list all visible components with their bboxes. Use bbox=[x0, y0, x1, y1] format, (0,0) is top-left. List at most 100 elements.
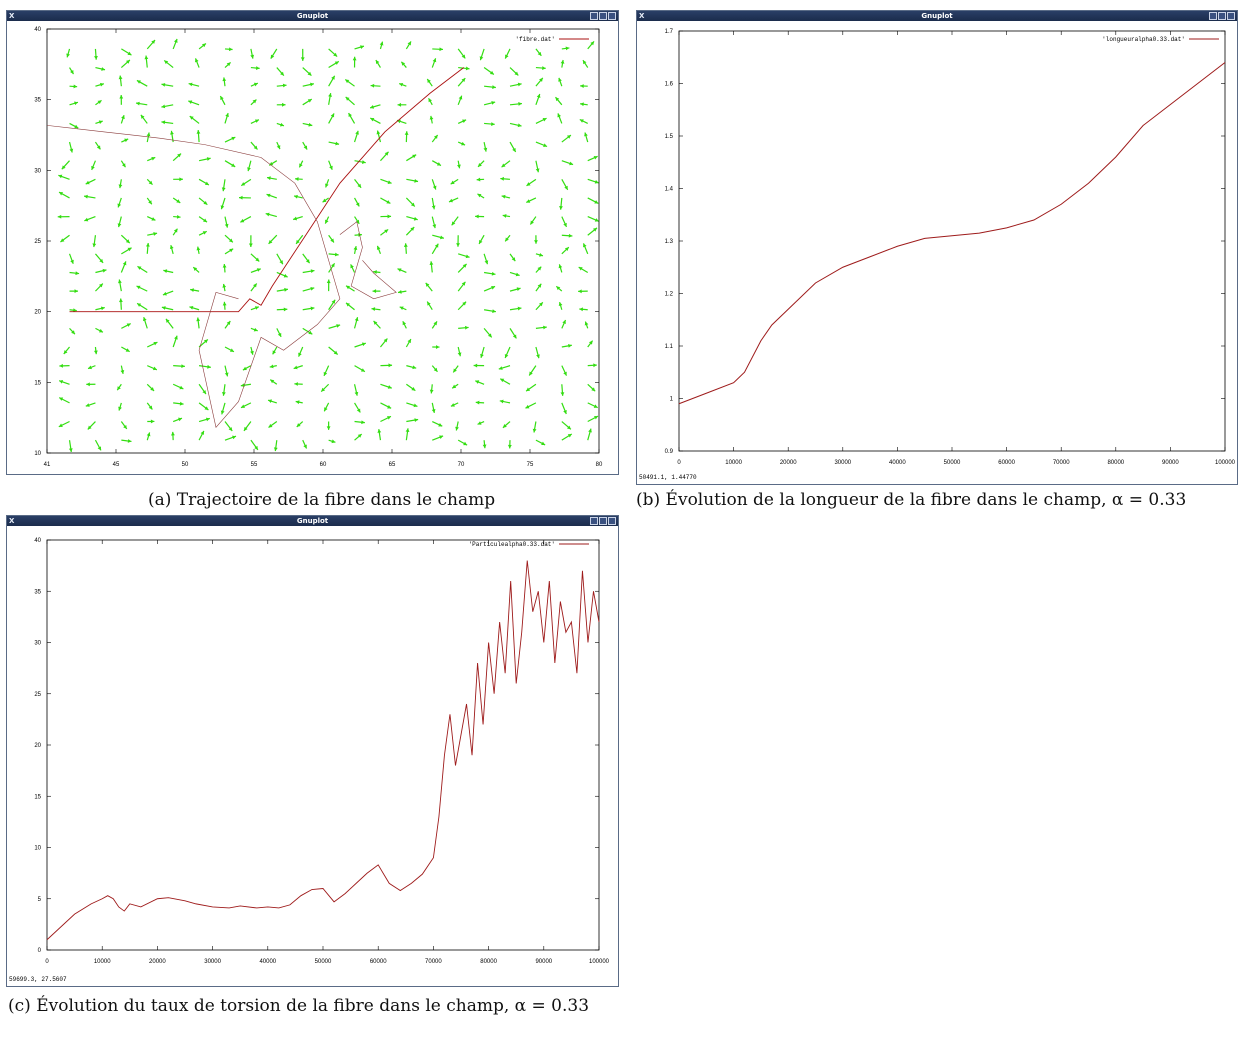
field-vector-head bbox=[558, 302, 563, 307]
field-vector-head bbox=[171, 431, 175, 436]
field-vector-head bbox=[181, 364, 185, 369]
field-vector-head bbox=[220, 96, 224, 101]
field-vector-head bbox=[331, 439, 336, 444]
field-vector-head bbox=[525, 404, 530, 409]
field-vector-head bbox=[239, 195, 243, 200]
field-vector-head bbox=[360, 368, 365, 372]
field-vector-head bbox=[427, 79, 431, 83]
field-vector-head bbox=[432, 224, 437, 229]
chart-a: 41 45 50 55 60 65 70 75 80 10 15 20 25 30 35 40 'fibre.d… bbox=[34, 27, 603, 468]
field-vector-head bbox=[57, 214, 62, 219]
field-vector-head bbox=[537, 283, 542, 288]
maximize-button[interactable] bbox=[1218, 12, 1226, 20]
field-vector-head bbox=[580, 102, 584, 107]
close-button[interactable] bbox=[608, 517, 616, 525]
field-vector-head bbox=[502, 424, 507, 428]
maximize-button[interactable] bbox=[599, 517, 607, 525]
field-vector-head bbox=[566, 135, 571, 139]
field-vector-head bbox=[226, 321, 231, 325]
field-vector-head bbox=[439, 235, 444, 240]
field-vector-head bbox=[414, 178, 419, 183]
field-vector-head bbox=[404, 131, 409, 135]
field-vector-head bbox=[94, 56, 98, 60]
field-vector-head bbox=[253, 327, 258, 332]
field-vector-head bbox=[462, 119, 467, 124]
field-vector-head bbox=[265, 212, 270, 217]
c-y-tick-label: 5 bbox=[38, 897, 42, 903]
field-vector-head bbox=[450, 403, 455, 407]
field-vector-head bbox=[200, 430, 204, 435]
field-vector-head bbox=[568, 343, 572, 348]
field-vector-head bbox=[123, 424, 127, 429]
field-vector-head bbox=[268, 239, 273, 244]
field-vector-head bbox=[578, 289, 582, 294]
field-vector-head bbox=[475, 380, 480, 384]
a-x-tick-label: 55 bbox=[251, 462, 258, 468]
field-vector-head bbox=[282, 83, 287, 88]
field-vector-head bbox=[578, 267, 583, 271]
field-vector-head bbox=[465, 66, 470, 71]
field-vector-head bbox=[308, 122, 313, 127]
field-vector-head bbox=[63, 350, 68, 355]
x-icon[interactable]: X bbox=[9, 517, 15, 525]
x-icon[interactable]: X bbox=[639, 12, 645, 20]
minimize-button[interactable] bbox=[1209, 12, 1217, 20]
field-vector-head bbox=[119, 95, 124, 99]
field-vector-head bbox=[410, 227, 415, 231]
field-vector-head bbox=[511, 257, 516, 262]
b-y-tick-label: 1.5 bbox=[665, 134, 674, 140]
field-vector-head bbox=[296, 239, 300, 244]
window-titlebar: X Gnuplot bbox=[7, 516, 618, 526]
field-vector-head bbox=[376, 245, 381, 250]
field-vector-head bbox=[196, 246, 201, 251]
field-vector-head bbox=[169, 245, 174, 250]
field-vector-head bbox=[377, 429, 382, 433]
field-vector-head bbox=[439, 47, 444, 52]
field-vector-head bbox=[461, 54, 466, 59]
field-vector-head bbox=[253, 283, 257, 288]
maximize-button[interactable] bbox=[599, 12, 607, 20]
field-vector-head bbox=[151, 39, 156, 44]
field-vector-head bbox=[507, 444, 512, 449]
window-titlebar: X Gnuplot bbox=[7, 11, 618, 21]
field-vector-head bbox=[88, 365, 93, 370]
field-vector-head bbox=[303, 444, 307, 449]
field-vector-head bbox=[91, 165, 95, 170]
b-x-tick-label: 90000 bbox=[1162, 460, 1179, 466]
field-vector-head bbox=[530, 220, 534, 225]
close-button[interactable] bbox=[1227, 12, 1235, 20]
field-vector-head bbox=[293, 216, 298, 221]
field-vector-head bbox=[461, 141, 466, 146]
c-x-tick-label: 10000 bbox=[94, 959, 111, 965]
field-vector-head bbox=[144, 55, 149, 60]
c-x-tick-label: 100000 bbox=[589, 959, 610, 965]
field-vector-head bbox=[294, 177, 299, 181]
field-vector-head bbox=[526, 199, 531, 203]
close-button[interactable] bbox=[608, 12, 616, 20]
field-vector-head bbox=[435, 345, 440, 349]
field-vector-head bbox=[222, 392, 226, 396]
field-vector-head bbox=[361, 420, 365, 425]
field-vector-head bbox=[411, 387, 416, 391]
field-vector-head bbox=[273, 447, 278, 452]
field-vector-head bbox=[150, 387, 155, 391]
field-vector-head bbox=[383, 338, 388, 343]
field-vector-head bbox=[582, 60, 587, 65]
field-vector-head bbox=[59, 363, 63, 368]
minimize-button[interactable] bbox=[590, 12, 598, 20]
field-vector-head bbox=[268, 423, 273, 428]
field-vector-head bbox=[220, 410, 225, 415]
field-vector-head bbox=[125, 239, 130, 244]
field-vector-head bbox=[310, 82, 314, 87]
field-vector-head bbox=[563, 222, 567, 227]
field-vector-head bbox=[228, 427, 233, 432]
field-vector-head bbox=[567, 433, 572, 438]
minimize-button[interactable] bbox=[590, 517, 598, 525]
field-vector-head bbox=[328, 93, 332, 97]
field-vector-head bbox=[283, 273, 288, 278]
field-vector-head bbox=[173, 228, 178, 233]
field-vector-head bbox=[254, 119, 259, 123]
field-vector-head bbox=[222, 283, 227, 288]
x-icon[interactable]: X bbox=[9, 12, 15, 20]
b-x-tick-label: 0 bbox=[677, 460, 681, 466]
